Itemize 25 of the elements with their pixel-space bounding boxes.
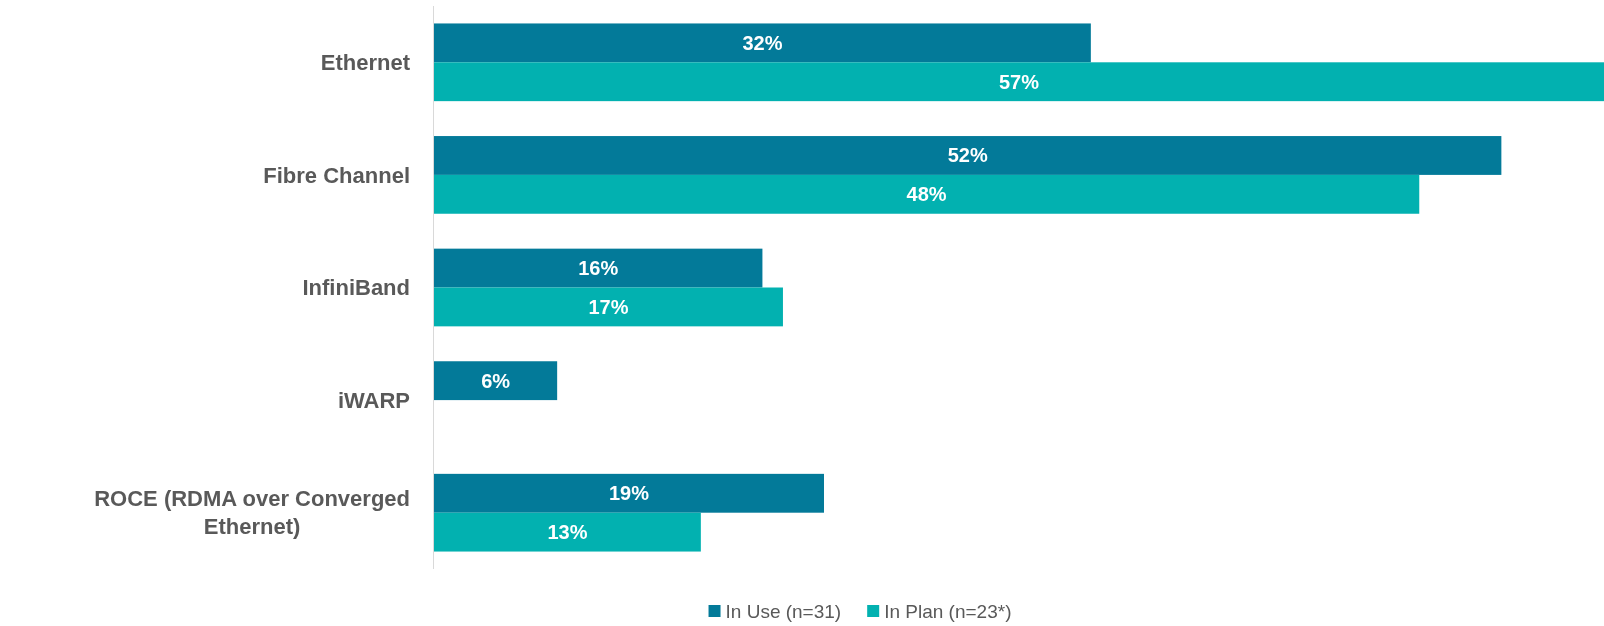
y-tick-label: iWARP	[337, 387, 410, 413]
data-label: 16%	[578, 257, 619, 280]
y-tick-label: ROCE (RDMA over Converged Ethernet)	[94, 486, 410, 540]
bar	[434, 248, 763, 288]
legend-label: In Plan (n=23*)	[884, 600, 1012, 622]
bar	[434, 23, 1091, 63]
bar	[434, 136, 1502, 175]
data-label: 13%	[547, 521, 588, 544]
data-label: 48%	[906, 183, 947, 206]
bar	[434, 512, 701, 552]
y-tick-label: InfiniBand	[302, 275, 410, 301]
data-label: 52%	[947, 144, 988, 167]
data-label: 17%	[588, 295, 629, 318]
data-label: 19%	[608, 482, 650, 505]
bar	[434, 361, 558, 401]
legend-label: In Use (n=31)	[725, 600, 842, 622]
bar	[434, 174, 1420, 214]
data-label: 57%	[998, 70, 1040, 93]
bar	[434, 62, 1604, 102]
bar	[434, 287, 783, 327]
data-label: 6%	[481, 369, 511, 392]
data-label: 32%	[742, 31, 783, 54]
bar	[434, 473, 824, 513]
y-tick-label: Fibre Channel	[263, 162, 410, 188]
y-tick-label: Ethernet	[320, 50, 411, 75]
